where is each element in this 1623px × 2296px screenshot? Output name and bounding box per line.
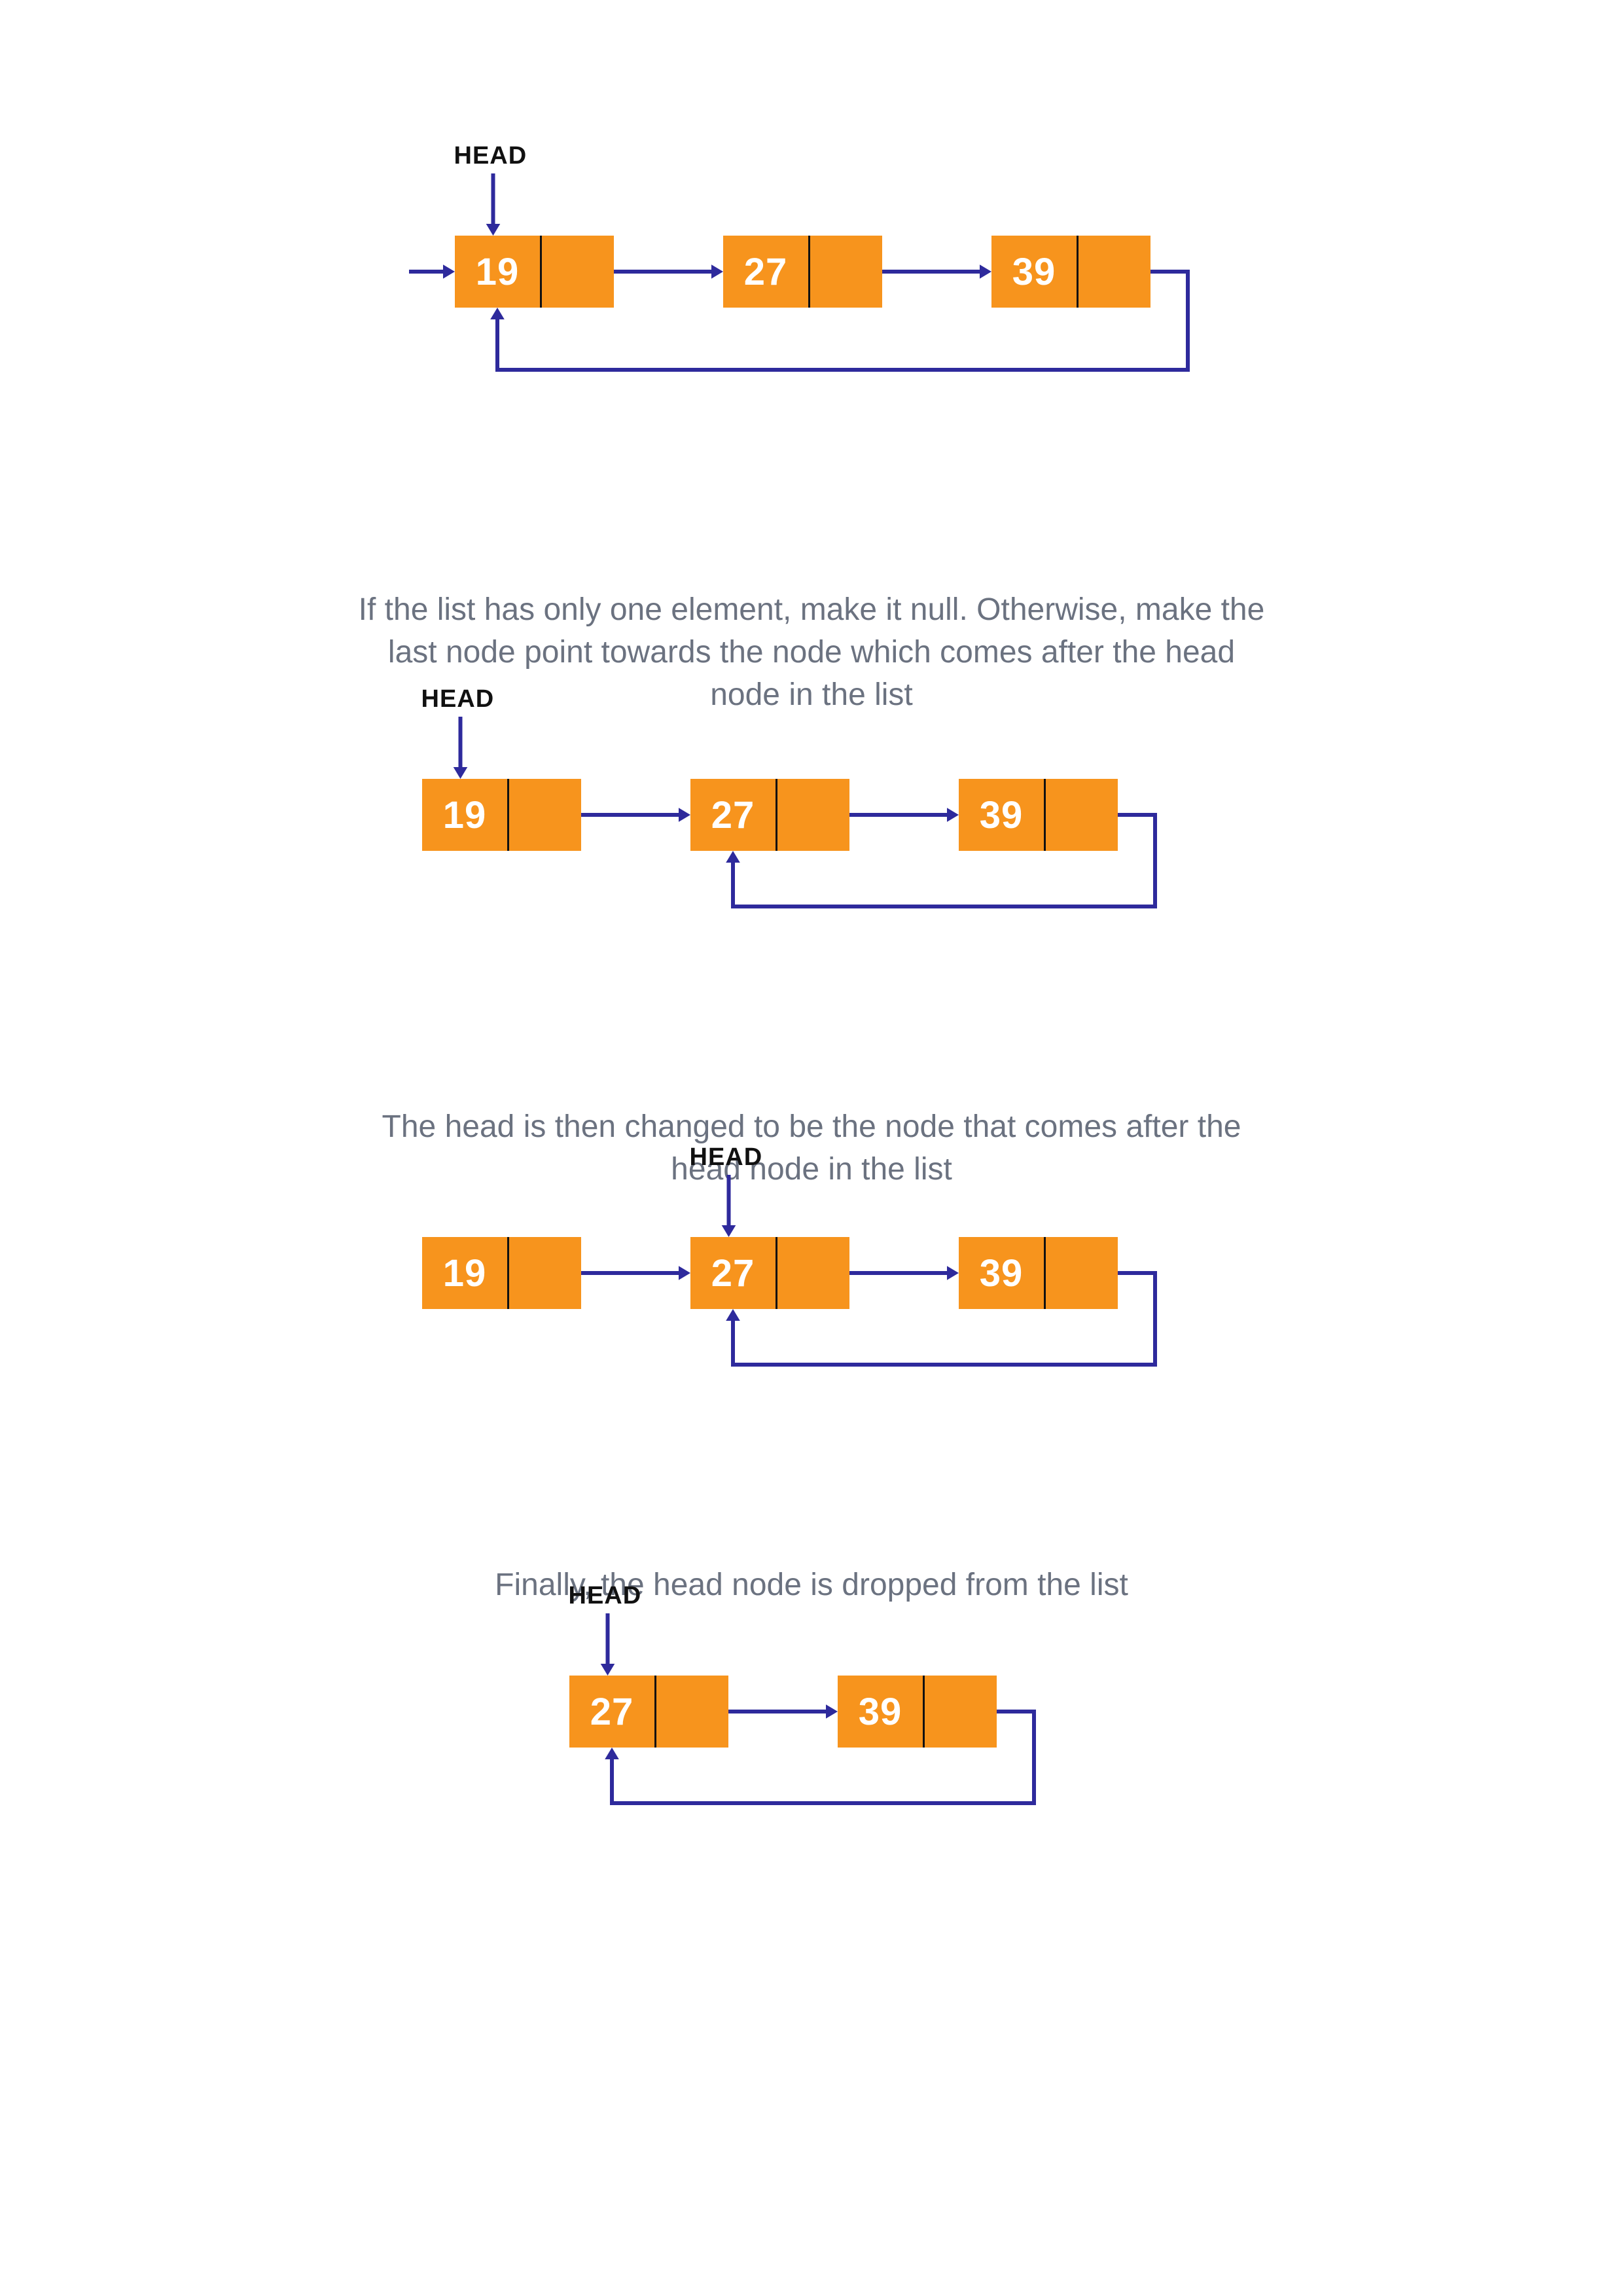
node-value: 19 [422,779,507,851]
node-value: 19 [422,1237,507,1309]
node-pointer [654,1676,728,1748]
diagram: HEAD192739 [370,1152,1253,1401]
node-value: 39 [959,1237,1044,1309]
node-pointer [923,1676,997,1748]
node-pointer [540,236,614,308]
list-node: 39 [959,1237,1118,1309]
head-label: HEAD [569,1582,642,1610]
diagram: HEAD192739 [370,694,1253,942]
list-node: 27 [690,1237,849,1309]
diagram: HEAD2739 [484,1590,1139,1839]
node-pointer [1044,1237,1118,1309]
node-value: 39 [959,779,1044,851]
head-label: HEAD [454,142,527,170]
node-pointer [1044,779,1118,851]
step-3: HEAD192739Finally, the head node is drop… [0,1152,1623,1401]
head-label: HEAD [690,1143,763,1172]
node-value: 39 [838,1676,923,1748]
node-pointer [507,1237,581,1309]
list-node: 39 [991,236,1150,308]
diagram: HEAD192739 [370,151,1253,412]
node-pointer [776,1237,849,1309]
node-value: 27 [569,1676,654,1748]
node-pointer [507,779,581,851]
list-node: 39 [838,1676,997,1748]
node-value: 27 [690,779,776,851]
node-pointer [1077,236,1150,308]
node-value: 27 [723,236,808,308]
step-2: HEAD192739The head is then changed to be… [0,694,1623,942]
step-1: HEAD192739If the list has only one eleme… [0,151,1623,412]
node-pointer [808,236,882,308]
step-4: HEAD2739 [0,1590,1623,1839]
list-node: 19 [422,779,581,851]
list-node: 27 [690,779,849,851]
node-pointer [776,779,849,851]
node-value: 27 [690,1237,776,1309]
list-node: 19 [422,1237,581,1309]
list-node: 39 [959,779,1118,851]
list-node: 19 [455,236,614,308]
node-value: 19 [455,236,540,308]
node-value: 39 [991,236,1077,308]
list-node: 27 [569,1676,728,1748]
head-label: HEAD [421,685,495,713]
list-node: 27 [723,236,882,308]
